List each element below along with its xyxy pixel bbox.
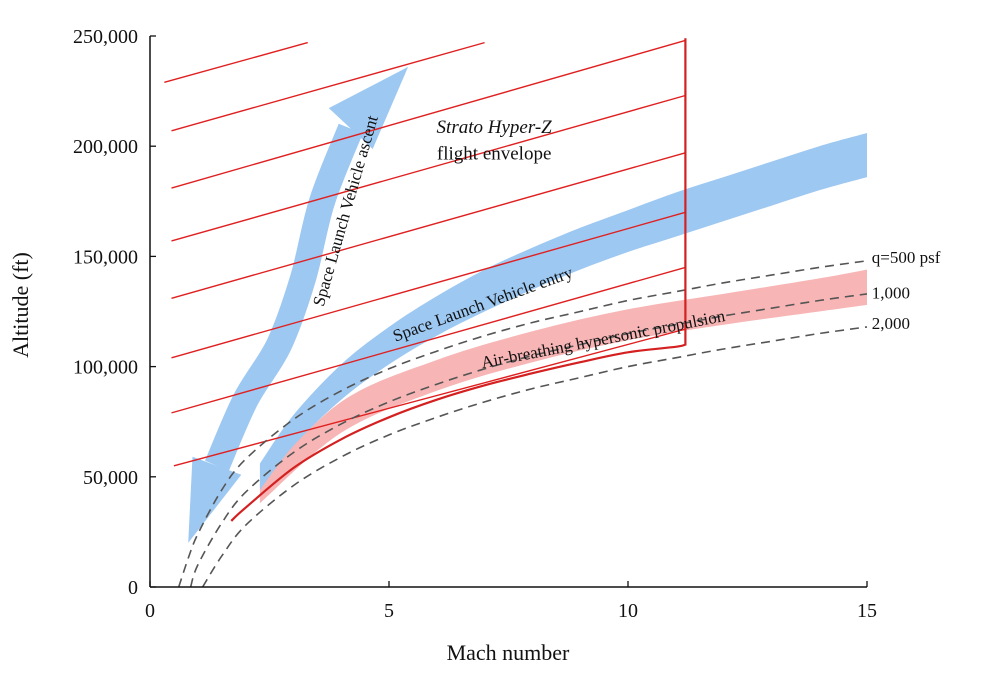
- q-label-2000: 2,000: [872, 314, 910, 333]
- y-tick-label: 200,000: [73, 136, 138, 158]
- x-axis-title: Mach number: [447, 640, 570, 665]
- y-axis-title: Altitude (ft): [8, 252, 33, 358]
- chart: 0 5 10 15 0 50,000 100,000 150,000 200,000 250,00…: [0, 0, 981, 685]
- y-tick-label: 100,000: [73, 357, 138, 379]
- hatch-line-3: [172, 40, 686, 188]
- hatch-line-1: [164, 43, 307, 83]
- arrowhead-bottom: [188, 457, 241, 543]
- x-tick-label: 5: [384, 600, 394, 622]
- x-tick-label: 10: [618, 600, 638, 622]
- q-label-500: q=500 psf: [872, 248, 941, 267]
- y-tick-label: 50,000: [83, 467, 138, 489]
- envelope-title-italic: Strato Hyper-Z: [437, 117, 553, 138]
- x-tick-label: 0: [145, 600, 155, 622]
- y-tick-label: 250,000: [73, 26, 138, 48]
- envelope-title: flight envelope: [437, 143, 552, 164]
- x-tick-label: 15: [857, 600, 877, 622]
- q-label-1000: 1,000: [872, 283, 910, 302]
- y-tick-label: 0: [128, 577, 138, 599]
- y-tick-label: 150,000: [73, 246, 138, 268]
